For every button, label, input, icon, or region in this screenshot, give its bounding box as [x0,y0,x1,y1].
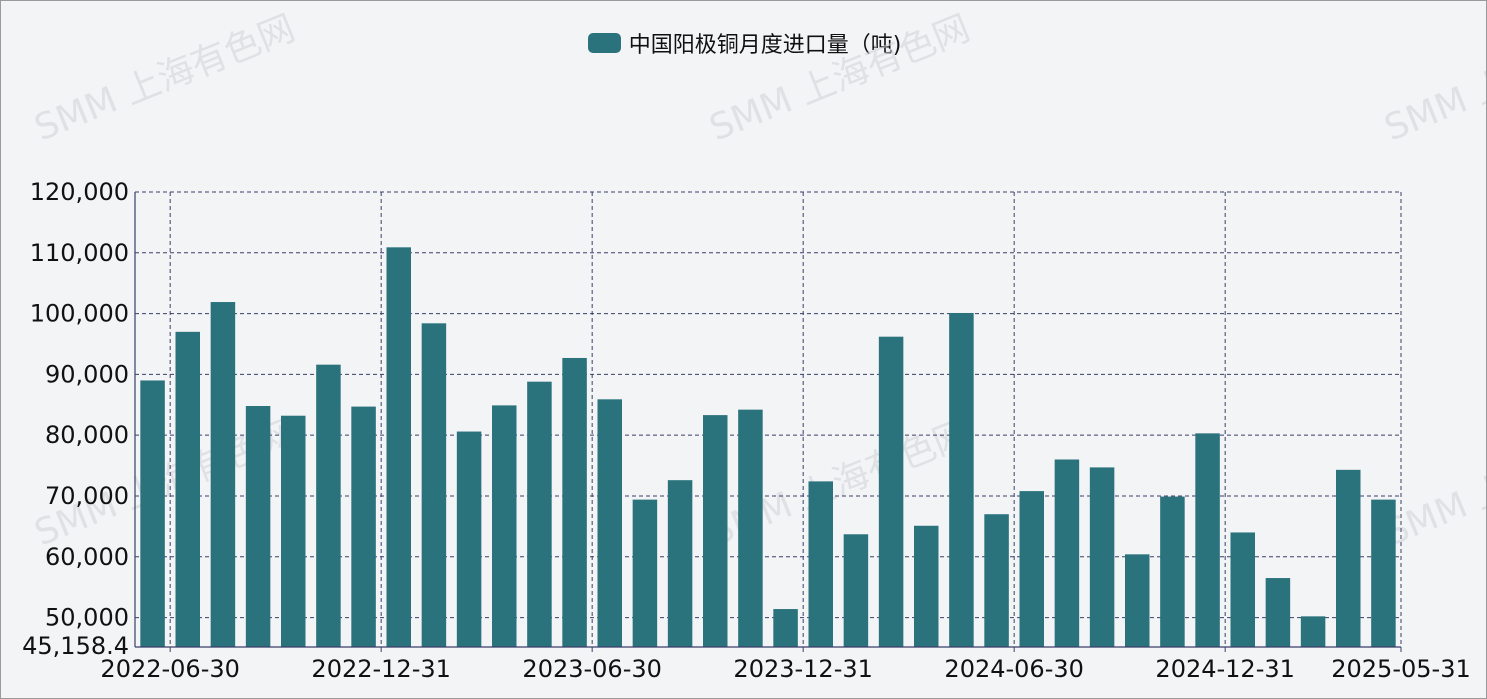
bar [1265,578,1291,647]
bar [351,406,376,647]
bar [703,415,728,647]
legend-label: 中国阳极铜月度进口量（吨) [628,33,902,58]
bar [1089,467,1115,647]
y-tick-label: 120,000 [30,178,129,206]
y-tick-label: 70,000 [45,482,129,510]
y-tick-label: 80,000 [45,421,129,449]
x-tick-label: 2023-12-31 [733,655,872,683]
x-tick-label: 2024-06-30 [944,655,1083,683]
bar [878,336,904,647]
bar [562,357,587,647]
bar [808,481,833,647]
bar [632,499,658,647]
watermark-text: SMM 上海有色网 [29,8,301,150]
bar [175,331,200,647]
bar [281,415,306,647]
watermark-text: SMM 上海有色网 [1379,8,1487,150]
bar [597,399,622,647]
bar [456,431,482,647]
bar [1160,496,1185,647]
bar [1300,616,1326,647]
bar [527,381,552,647]
bar [1195,433,1220,647]
legend[interactable]: 中国阳极铜月度进口量（吨) [1,27,1486,59]
x-axis-labels: 2022-06-30 2022-12-31 2023-06-30 2023-12-31… [100,647,1471,683]
bar [1371,499,1396,647]
bar [1125,554,1150,647]
bar [843,534,869,647]
bar [667,480,693,647]
x-tick-label: 2024-12-31 [1155,655,1294,683]
bar [1054,459,1080,647]
y-tick-label: 50,000 [45,604,129,632]
bar [316,364,341,647]
grid-lines [135,191,1402,647]
bar [1230,532,1255,647]
bar [914,525,939,647]
y-tick-label: 90,000 [45,360,129,388]
y-tick-label: 100,000 [30,300,129,328]
bar [949,312,974,647]
bar [386,247,411,647]
bar [738,409,763,647]
x-tick-label: 2022-12-31 [311,655,450,683]
bars [140,247,1396,647]
bar [492,405,517,647]
x-tick-label: 2025-05-31 [1331,655,1470,683]
axes [134,192,1401,648]
bar [140,380,165,647]
bar [421,323,447,647]
bar [1336,469,1361,647]
y-axis-labels: 120,000 110,000 100,000 90,000 80,000 70,000 6… [22,178,129,660]
x-tick-label: 2023-06-30 [522,655,661,683]
bar [1019,491,1044,647]
bar [773,609,798,647]
x-tick-label: 2022-06-30 [100,655,239,683]
bar [984,514,1009,647]
y-tick-label: 60,000 [45,543,129,571]
watermark-text: SMM 上海有色网 [704,8,976,150]
bar [245,405,271,647]
legend-swatch [587,33,621,53]
y-tick-label: 110,000 [30,239,129,267]
bar [210,302,236,647]
y-tick-label-min: 45,158.4 [22,632,129,660]
